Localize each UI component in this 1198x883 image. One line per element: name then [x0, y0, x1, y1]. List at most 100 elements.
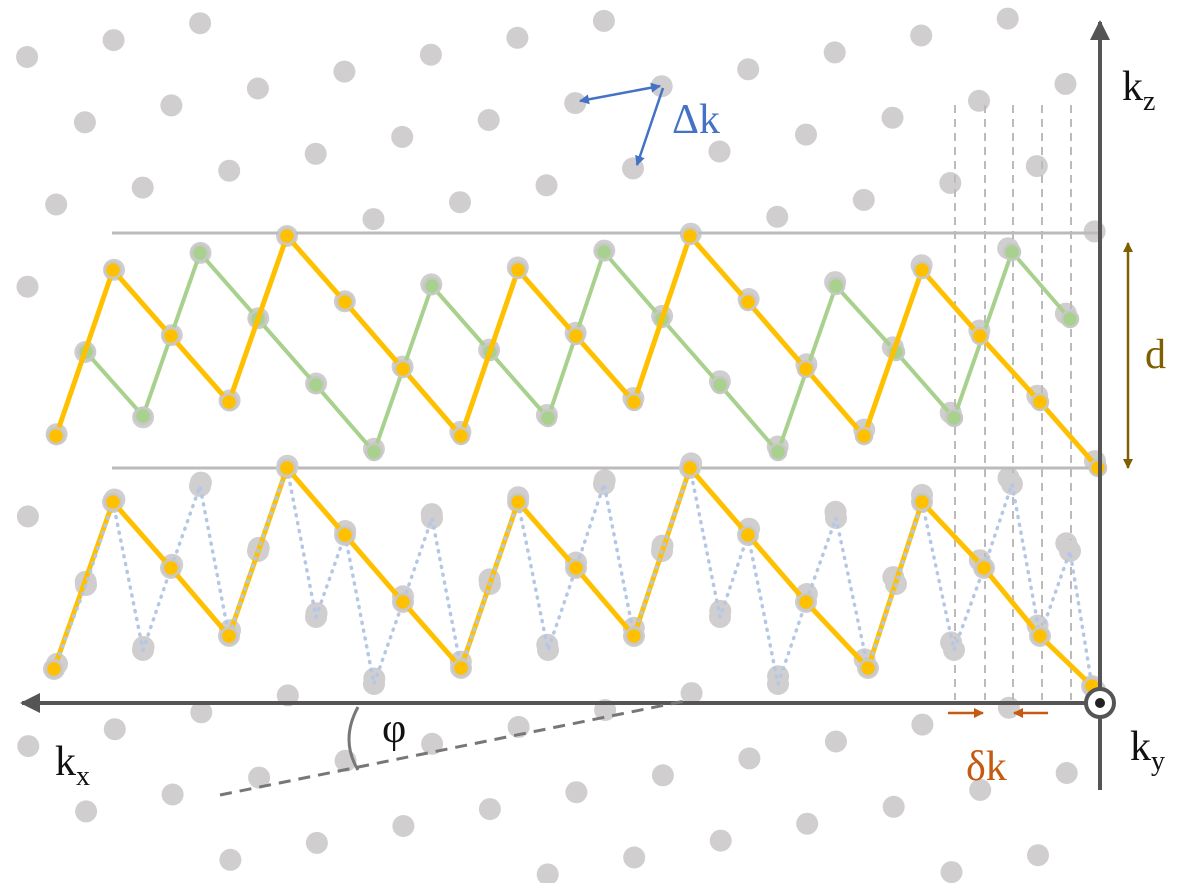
green-node	[826, 276, 846, 296]
ky-base: k	[1130, 724, 1151, 770]
lattice-dot	[939, 172, 962, 194]
orange-node	[393, 359, 413, 379]
delta-k-label: Δk	[672, 97, 720, 143]
lattice-dot	[131, 176, 154, 199]
lattice-dot	[1027, 844, 1049, 867]
dashed-planes	[954, 105, 1072, 700]
lattice-dot	[449, 191, 471, 214]
green-node	[710, 375, 730, 395]
green-node	[1002, 242, 1022, 262]
lattice-dot	[103, 718, 126, 741]
orange-node-lower	[335, 525, 355, 545]
orange-node	[508, 260, 528, 280]
lattice-dot	[766, 205, 789, 228]
lattice-dot	[623, 846, 646, 869]
orange-node-lower	[912, 492, 932, 512]
lattice-dot	[795, 123, 817, 146]
lattice-dot	[708, 140, 731, 163]
lattice-dot	[421, 732, 444, 755]
lattice-dot	[73, 111, 96, 134]
green-node	[190, 243, 210, 263]
zigzags	[43, 226, 1108, 697]
orange-node	[566, 326, 586, 346]
ky-sub: y	[1151, 746, 1165, 777]
orange-node-lower	[508, 492, 528, 512]
lattice-dot	[362, 208, 385, 231]
orange-node-lower	[393, 592, 413, 612]
green-node	[768, 442, 788, 462]
lattice-dot	[161, 783, 184, 806]
lattice-dot	[246, 77, 269, 100]
orange-node	[680, 226, 700, 246]
lattice-dot	[506, 26, 529, 49]
orange-node	[277, 226, 297, 246]
lattice-dot	[940, 861, 963, 883]
orange-node	[161, 326, 181, 346]
orange-node-lower	[103, 492, 123, 512]
orange-node	[738, 292, 758, 312]
lattice-dot	[882, 795, 905, 818]
kx-label: kx	[55, 739, 90, 792]
kz-sub: z	[1143, 86, 1155, 117]
lattice-dot	[190, 701, 213, 724]
lattice-dot	[592, 9, 615, 32]
lattice-dot	[996, 7, 1019, 30]
orange-node-lower	[161, 558, 181, 578]
lattice-dot	[189, 12, 212, 35]
d-label: d	[1145, 332, 1166, 378]
orange-node-lower	[219, 626, 239, 646]
lattice-dot	[881, 106, 904, 129]
lattice-dot	[1083, 220, 1106, 243]
green-node	[594, 242, 614, 262]
lattice-dot	[737, 58, 760, 81]
lattice	[16, 7, 1107, 883]
lower-dot	[537, 639, 559, 661]
orange-node	[796, 359, 816, 379]
lattice-dot	[392, 815, 415, 837]
lattice-dot	[910, 24, 933, 47]
lattice-dot	[969, 778, 992, 801]
orange-node	[335, 292, 355, 312]
orange-node-lower	[624, 626, 644, 646]
orange-node-lower	[974, 558, 994, 578]
lattice-dot	[535, 174, 558, 197]
lattice-dot	[160, 94, 183, 117]
orange-node	[46, 426, 66, 446]
lattice-dot	[1025, 155, 1048, 178]
orange-node	[624, 392, 644, 412]
lattice-dot	[304, 142, 327, 165]
angle-mark	[219, 698, 691, 797]
phi-label: φ	[382, 706, 406, 752]
lattice-dot	[45, 193, 68, 216]
green-node	[944, 408, 964, 428]
lattice-dot	[16, 275, 39, 298]
lattice-dot	[680, 682, 703, 705]
lattice-dot	[248, 766, 271, 789]
orange-node-lower	[566, 558, 586, 578]
lattice-dot	[911, 713, 934, 736]
lattice-dot	[651, 764, 674, 787]
orange-node-lower	[796, 592, 816, 612]
green-node	[538, 408, 558, 428]
lattice-dot	[1054, 72, 1077, 95]
lower-dot	[1059, 540, 1081, 562]
orange-node-lower	[44, 659, 64, 679]
lattice-dot	[478, 798, 501, 821]
lattice-dot	[968, 89, 990, 112]
lattice-dot	[305, 831, 328, 854]
orange-node	[451, 426, 471, 446]
lattice-dot	[75, 800, 98, 823]
lattice-dot	[796, 812, 819, 835]
ky-label: ky	[1130, 724, 1165, 777]
orange-node-lower	[680, 458, 700, 478]
orange-node-lower	[858, 658, 878, 678]
kx-sub: x	[76, 761, 90, 792]
lattice-dot	[564, 92, 587, 115]
lattice-dot	[16, 505, 39, 528]
kz-base: k	[1122, 64, 1143, 110]
green-node	[422, 276, 442, 296]
axes	[20, 20, 1116, 790]
lattice-dot	[565, 781, 588, 804]
lattice-dot	[823, 41, 846, 64]
